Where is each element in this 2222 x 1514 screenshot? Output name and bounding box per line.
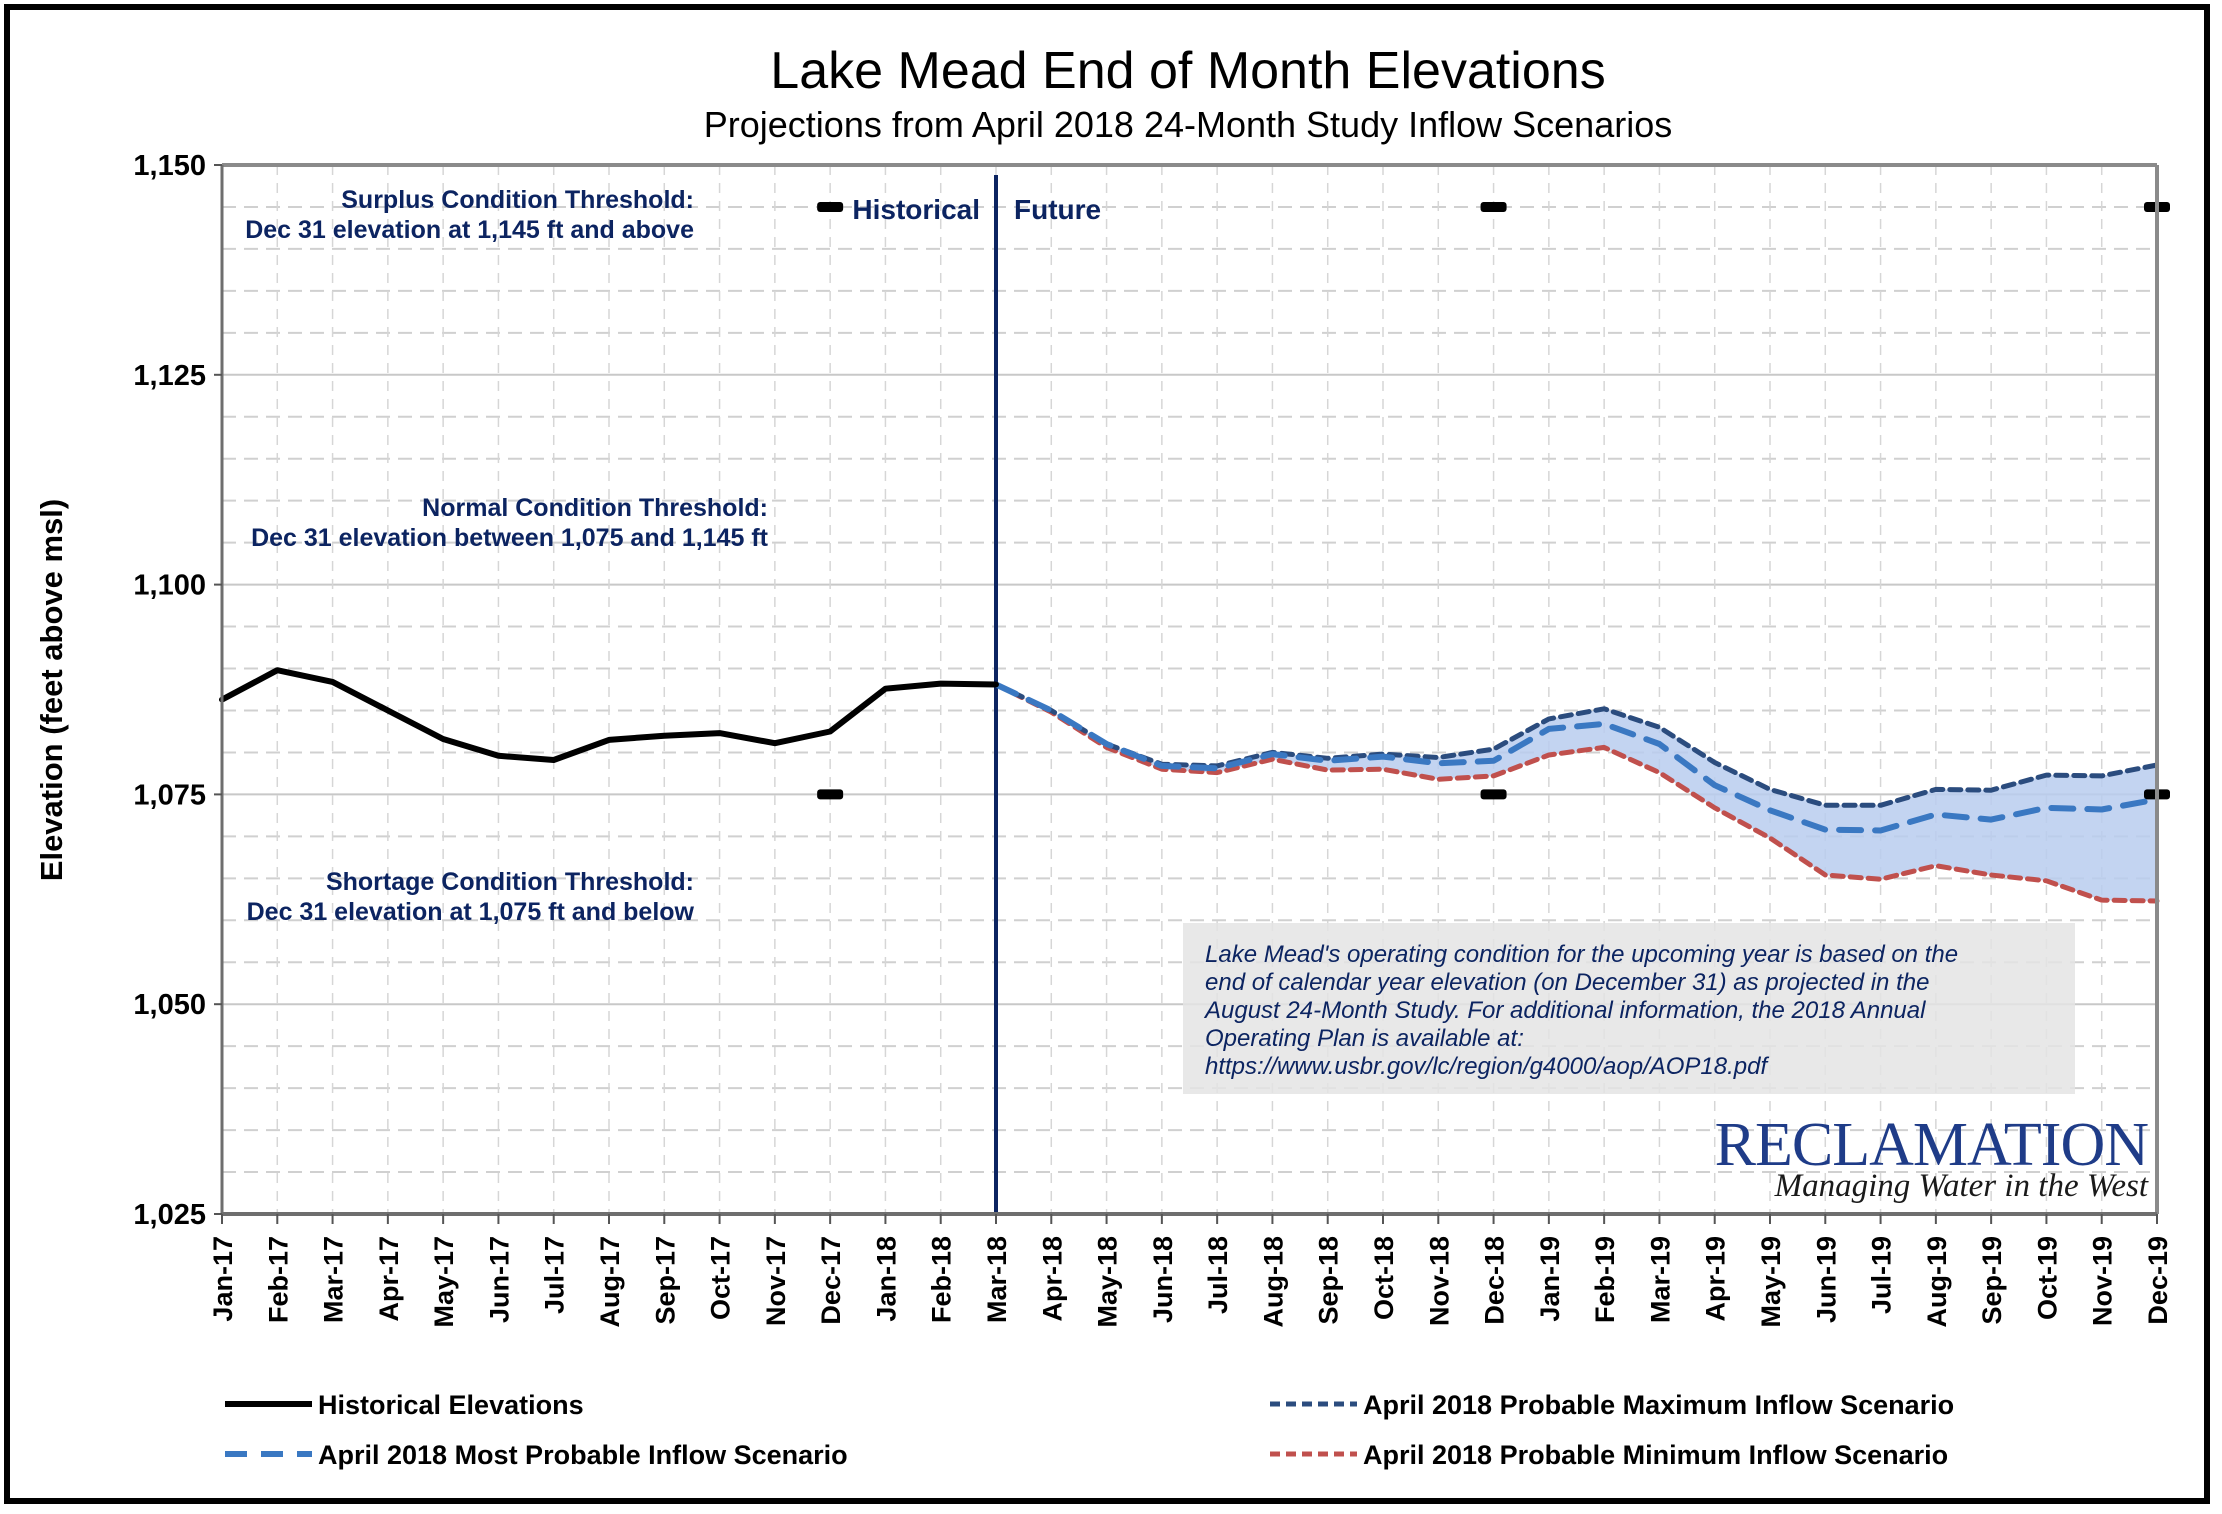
operating-condition-note: Lake Mead's operating condition for the … [1183, 923, 2075, 1094]
x-tick-labels: Jan-17 Feb-17 Mar-17 Apr-17 May-17 Jun-17 Jul-… [208, 1236, 2173, 1328]
series-line-april-2018-most-probable-inflow-scenario [993, 681, 2160, 834]
x-tick-label: Dec-18 [1480, 1236, 1510, 1325]
x-tick-label: Apr-18 [1037, 1236, 1067, 1322]
logo-tagline: Managing Water in the West [1774, 1168, 2149, 1204]
x-tick-label: Jan-17 [208, 1236, 238, 1322]
scenario-band [996, 684, 2157, 901]
series-line-april-2018-probable-minimum-inflow-scenario [993, 682, 2160, 904]
threshold-annotations: Surplus Condition Threshold: Dec 31 elev… [245, 186, 1101, 926]
x-tick-label: Nov-19 [2088, 1236, 2118, 1326]
x-tick-label: Sep-17 [650, 1236, 680, 1325]
x-tick-label: Apr-19 [1701, 1236, 1731, 1322]
x-tick-label: Sep-19 [1977, 1236, 2007, 1325]
reclamation-logo: RECLAMATION Managing Water in the West [1715, 1111, 2150, 1204]
legend: Historical Elevations April 2018 Most Pr… [225, 1390, 1954, 1470]
x-tick-label: Nov-17 [761, 1236, 791, 1326]
x-tick-label: Aug-18 [1258, 1236, 1288, 1328]
threshold-marker [1480, 789, 1507, 800]
x-tick-label: May-18 [1093, 1236, 1123, 1328]
x-tick-label: Jan-18 [871, 1236, 901, 1322]
chart-title: Lake Mead End of Month Elevations [770, 42, 1605, 100]
y-tick-label: 1,100 [133, 570, 206, 602]
chart-subtitle: Projections from April 2018 24-Month Stu… [704, 104, 1672, 145]
legend-label-most-probable: April 2018 Most Probable Inflow Scenario [318, 1440, 848, 1470]
note-background [1183, 923, 2075, 1094]
normal-threshold-title: Normal Condition Threshold: [422, 494, 768, 522]
x-tick-label: Nov-18 [1424, 1236, 1454, 1326]
surplus-threshold-title: Surplus Condition Threshold: [341, 186, 694, 214]
x-tick-label: Mar-18 [982, 1236, 1012, 1323]
x-tick-label: Jul-18 [1203, 1236, 1233, 1314]
x-tick-label: Jul-17 [540, 1236, 570, 1314]
x-tick-label: Dec-17 [816, 1236, 846, 1325]
threshold-marker [817, 789, 844, 800]
y-tick-label: 1,025 [133, 1199, 206, 1231]
shortage-threshold-desc: Dec 31 elevation at 1,075 ft and below [247, 898, 695, 926]
y-tick-label: 1,075 [133, 779, 206, 811]
note-line-1: Lake Mead's operating condition for the … [1205, 941, 1958, 968]
y-tick-label: 1,125 [133, 360, 206, 392]
future-label: Future [1014, 194, 1101, 225]
y-tick-label: 1,150 [133, 150, 206, 182]
axes [214, 163, 2159, 1224]
x-tick-label: Apr-17 [374, 1236, 404, 1322]
threshold-marker [1480, 201, 1507, 212]
surplus-threshold-desc: Dec 31 elevation at 1,145 ft and above [245, 216, 694, 244]
logo-wordmark: RECLAMATION [1715, 1111, 2149, 1179]
x-tick-label: Mar-19 [1645, 1236, 1675, 1323]
note-link[interactable]: https://www.usbr.gov/lc/region/g4000/aop… [1205, 1053, 1769, 1080]
y-tick-labels: 1,025 1,050 1,075 1,100 1,125 1,150 [133, 150, 206, 1231]
note-line-4: Operating Plan is available at: [1205, 1025, 1524, 1052]
series-line-april-2018-probable-maximum-inflow-scenario [993, 682, 2160, 808]
scenario-range-band [996, 684, 2157, 901]
x-tick-label: May-19 [1756, 1236, 1786, 1328]
legend-label-max: April 2018 Probable Maximum Inflow Scena… [1363, 1390, 1954, 1420]
x-tick-label: Oct-17 [706, 1236, 736, 1320]
x-tick-label: Jan-19 [1535, 1236, 1565, 1322]
x-tick-label: Jun-18 [1148, 1236, 1178, 1323]
x-tick-label: Feb-18 [927, 1236, 957, 1323]
shortage-threshold-title: Shortage Condition Threshold: [326, 868, 694, 896]
x-tick-label: Jun-19 [1811, 1236, 1841, 1323]
legend-label-min: April 2018 Probable Minimum Inflow Scena… [1363, 1440, 1948, 1470]
normal-threshold-desc: Dec 31 elevation between 1,075 and 1,145… [251, 524, 769, 552]
x-tick-label: Feb-19 [1590, 1236, 1620, 1323]
historical-label: Historical [852, 194, 980, 225]
x-tick-label: Aug-17 [595, 1236, 625, 1328]
x-tick-label: Oct-19 [2032, 1236, 2062, 1320]
chart-frame [4, 4, 2210, 1504]
legend-label-historical: Historical Elevations [318, 1390, 584, 1420]
series-lines [219, 667, 2160, 904]
threshold-markers [817, 201, 2170, 800]
x-tick-label: Jun-17 [484, 1236, 514, 1323]
x-tick-label: Feb-17 [263, 1236, 293, 1323]
note-line-3: August 24-Month Study. For additional in… [1203, 997, 1926, 1024]
x-tick-label: Sep-18 [1314, 1236, 1344, 1325]
note-line-2: end of calendar year elevation (on Decem… [1205, 969, 1929, 996]
y-tick-label: 1,050 [133, 989, 206, 1021]
x-tick-label: May-17 [429, 1236, 459, 1328]
x-tick-label: Oct-18 [1369, 1236, 1399, 1320]
x-tick-label: Jul-19 [1867, 1236, 1897, 1314]
x-tick-label: Dec-19 [2143, 1236, 2173, 1325]
threshold-marker [817, 201, 844, 212]
x-tick-label: Aug-19 [1922, 1236, 1952, 1328]
x-tick-label: Mar-17 [319, 1236, 349, 1323]
y-axis-label: Elevation (feet above msl) [34, 499, 69, 881]
